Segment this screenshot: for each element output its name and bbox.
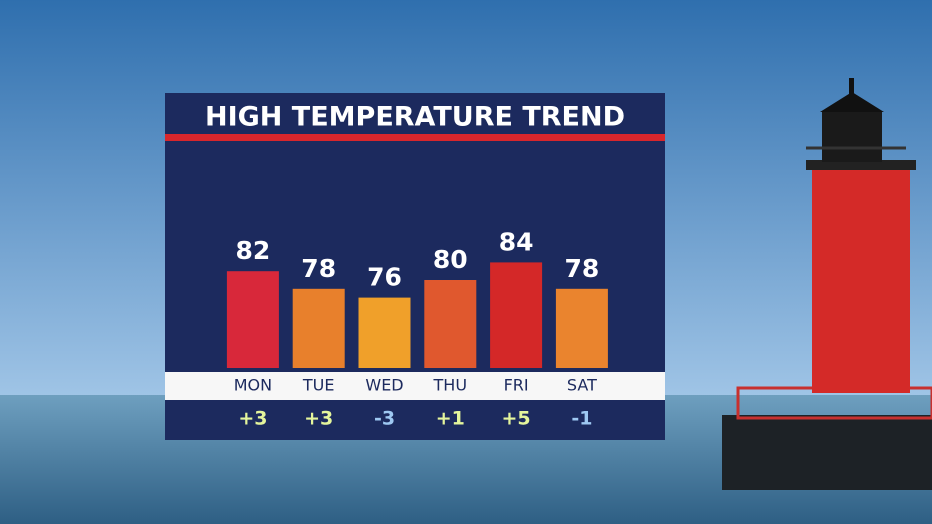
value-label: 80 [433,245,468,274]
bar [292,288,345,368]
departure-label: +1 [436,408,465,430]
bar [226,271,279,368]
value-label: 76 [367,263,402,292]
value-label: 84 [499,227,534,256]
x-tick-label: TUE [302,376,335,395]
lighthouse [722,78,932,490]
x-tick-label: SAT [567,376,597,395]
value-label: 82 [236,236,271,265]
value-label: 78 [565,254,600,283]
departure-label: +5 [502,408,531,430]
bar [490,262,543,368]
chart-title: HIGH TEMPERATURE TREND [205,102,625,133]
x-tick-label: FRI [504,376,529,395]
departure-label: +3 [304,408,333,430]
panel: HIGH TEMPERATURE TREND [165,93,665,440]
x-tick-label: WED [365,376,403,395]
bar [424,280,477,368]
x-tick-label: THU [433,376,468,395]
bar [555,288,608,368]
bar [358,297,411,368]
value-label: 78 [301,254,336,283]
departure-label: -1 [571,408,592,430]
x-tick-label: MON [234,376,272,395]
departure-label: +3 [238,408,267,430]
departure-label: -3 [374,408,395,430]
